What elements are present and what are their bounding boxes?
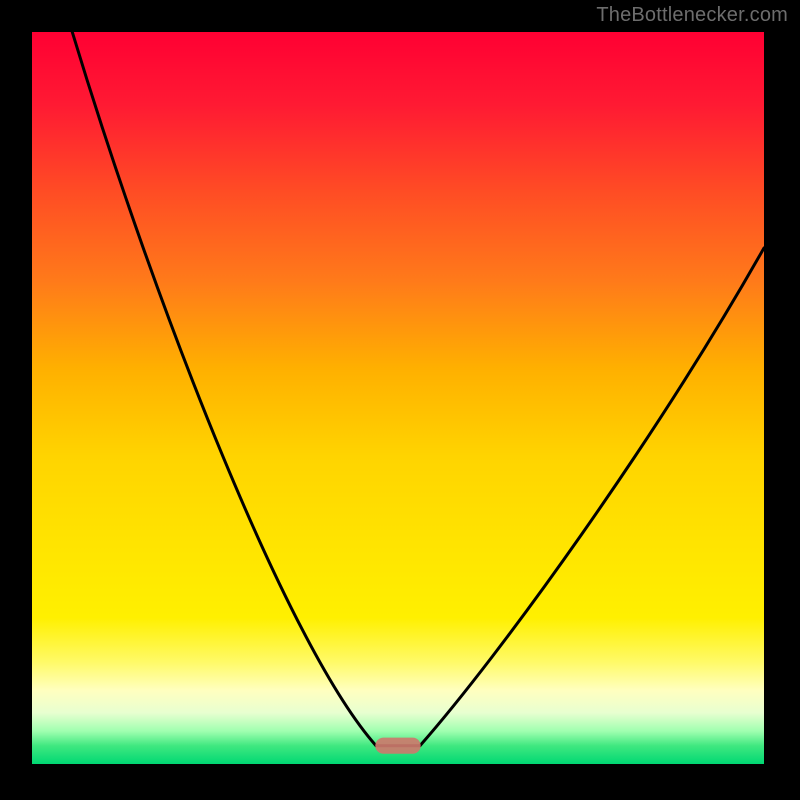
plot-area <box>32 32 764 764</box>
optimal-marker <box>375 738 420 754</box>
watermark-text: TheBottlenecker.com <box>596 4 788 27</box>
bottleneck-chart <box>0 0 800 800</box>
chart-stage: TheBottlenecker.com <box>0 0 800 800</box>
